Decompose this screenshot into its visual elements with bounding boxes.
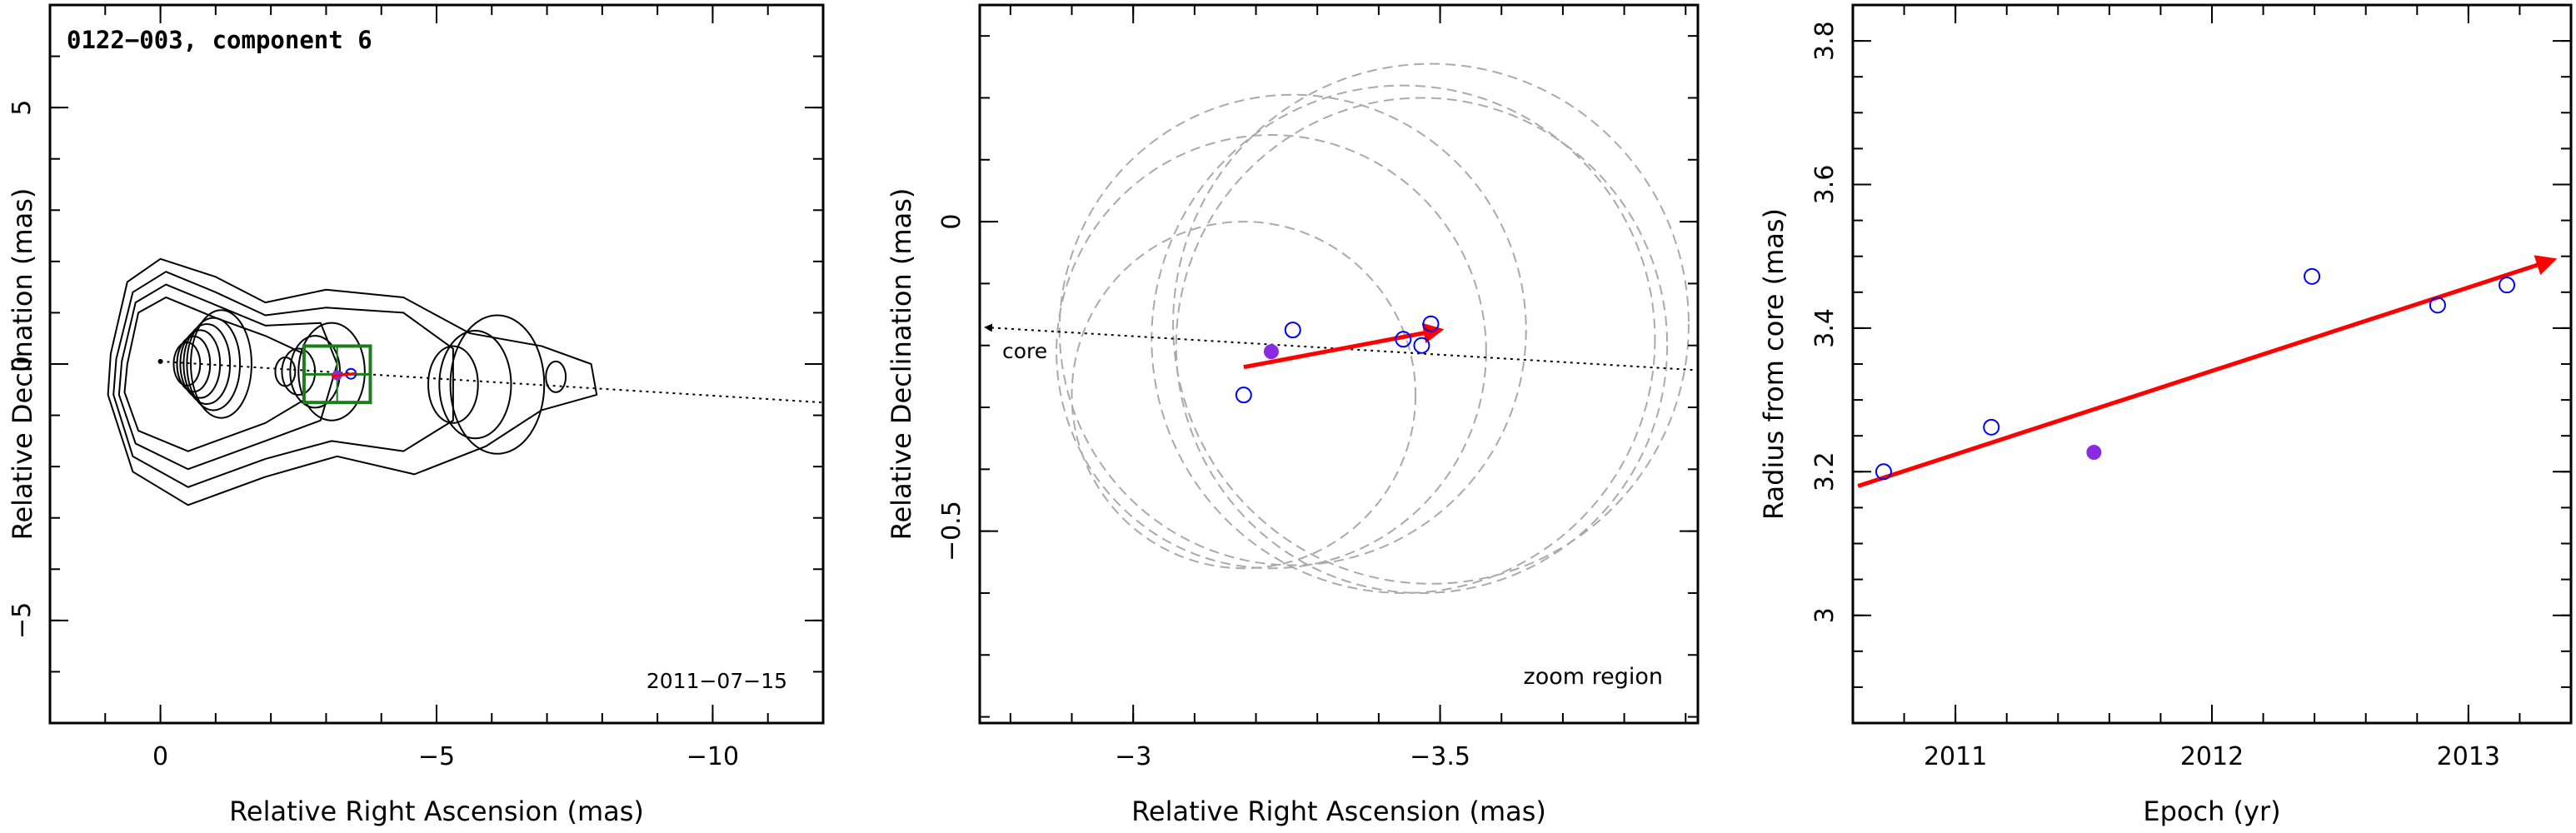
trend-arrow	[1243, 322, 1445, 370]
contour-x-tick-label: −10	[686, 742, 739, 771]
data-point-open	[1395, 331, 1412, 348]
zoom-region-panel: −3 −3.5 −0.5 0 zoom region core Relative Ri…	[886, 3, 1700, 827]
zoom-region-label: zoom region	[1524, 664, 1663, 690]
x-axis-label-middle: Relative Right Ascension (mas)	[1131, 796, 1546, 827]
y-axis-label-left: Relative Declination (mas)	[7, 188, 38, 541]
contour-core-level-6	[172, 342, 202, 387]
contour-axis-ticks: 0 −5 −10 −5 0 5	[7, 4, 824, 771]
error-circle	[1071, 221, 1417, 570]
component-trend-line	[331, 372, 357, 378]
radius-axis-ticks: 2011 2012 2013 3 3.2 3.4 3.6 3.8	[1810, 5, 2572, 771]
radius-y-tick-label: 3.8	[1810, 21, 1840, 61]
error-circle	[1175, 97, 1669, 594]
data-point-open	[2429, 297, 2446, 314]
contour-peak3-level-3	[427, 345, 479, 424]
data-point-open	[2499, 277, 2516, 294]
contour-envelope-3	[123, 296, 305, 452]
contour-plot-frame	[48, 3, 825, 725]
contour-peak4-level-1	[545, 361, 567, 393]
contour-peak3-level-2	[438, 330, 512, 440]
y-axis-label-middle: Relative Declination (mas)	[886, 188, 917, 541]
contour-map-panel: 0 −5 −10 −5 0 5 0122−003, component 6 2011−07…	[7, 3, 825, 827]
error-circle	[1056, 134, 1487, 570]
contour-x-tick-label: 0	[152, 742, 168, 771]
zoom-x-tick-label: −3	[1115, 742, 1151, 771]
contour-outer-envelope	[107, 257, 598, 506]
data-point-open	[1422, 315, 1440, 332]
data-point-open	[1875, 463, 1892, 481]
data-point-open	[1284, 322, 1301, 339]
contour-x-tick-label: −5	[418, 742, 455, 771]
contour-envelope-1	[112, 271, 454, 488]
trend-arrow	[1857, 255, 2558, 488]
radius-x-tick-label: 2012	[2180, 742, 2244, 771]
contour-core-level-3	[182, 323, 232, 405]
core-label: core	[1002, 339, 1047, 363]
contour-peak3-level-1	[449, 314, 546, 455]
contour-core-level-2	[186, 317, 242, 412]
radius-y-tick-label: 3	[1810, 607, 1840, 623]
contour-core-level-5	[176, 335, 212, 393]
contour-y-tick-label: 0	[7, 356, 37, 372]
data-point-open	[1413, 337, 1430, 354]
radius-x-tick-label: 2013	[2437, 742, 2500, 771]
radius-plot-frame	[1851, 3, 2573, 725]
panel-title: 0122−003, component 6	[67, 26, 372, 54]
epoch-label: 2011−07−15	[646, 669, 787, 693]
data-point-filled	[2086, 445, 2102, 461]
radius-y-tick-label: 3.6	[1810, 165, 1840, 205]
zoom-plot-area	[984, 62, 1698, 594]
radius-y-tick-label: 3.2	[1810, 451, 1840, 491]
radius-x-tick-label: 2011	[1924, 742, 1987, 771]
contour-core-level-4	[179, 329, 222, 399]
error-circle	[1172, 62, 1690, 585]
jet-direction-line	[160, 360, 823, 404]
contour-plot-area	[107, 257, 823, 506]
zoom-axis-ticks: −3 −3.5 −0.5 0	[937, 5, 1698, 771]
radius-plot-area	[1857, 255, 2558, 488]
radius-epoch-panel: 2011 2012 2013 3 3.2 3.4 3.6 3.8 Epoch (yr) Rad…	[1758, 3, 2573, 827]
contour-core-level-1	[190, 309, 252, 419]
contour-peak2-level-1	[297, 322, 366, 421]
x-axis-label-left: Relative Right Ascension (mas)	[229, 796, 644, 827]
contour-y-tick-label: 5	[7, 100, 37, 116]
data-point-open	[1983, 418, 2000, 436]
zoom-x-tick-label: −3.5	[1410, 742, 1470, 771]
zoom-y-tick-label: 0	[937, 214, 966, 230]
data-point-open	[2304, 267, 2321, 285]
contour-peak2-level-4	[274, 357, 297, 387]
data-point-filled	[1263, 344, 1279, 360]
radius-y-tick-label: 3.4	[1810, 308, 1840, 348]
error-circle	[1058, 93, 1527, 566]
x-axis-label-right: Epoch (yr)	[2143, 796, 2280, 827]
data-point-open	[1235, 387, 1252, 404]
zoom-y-tick-label: −0.5	[937, 501, 966, 561]
y-axis-label-right: Radius from core (mas)	[1758, 208, 1790, 520]
zoom-plot-frame	[978, 3, 1700, 725]
contour-y-tick-label: −5	[7, 602, 37, 639]
